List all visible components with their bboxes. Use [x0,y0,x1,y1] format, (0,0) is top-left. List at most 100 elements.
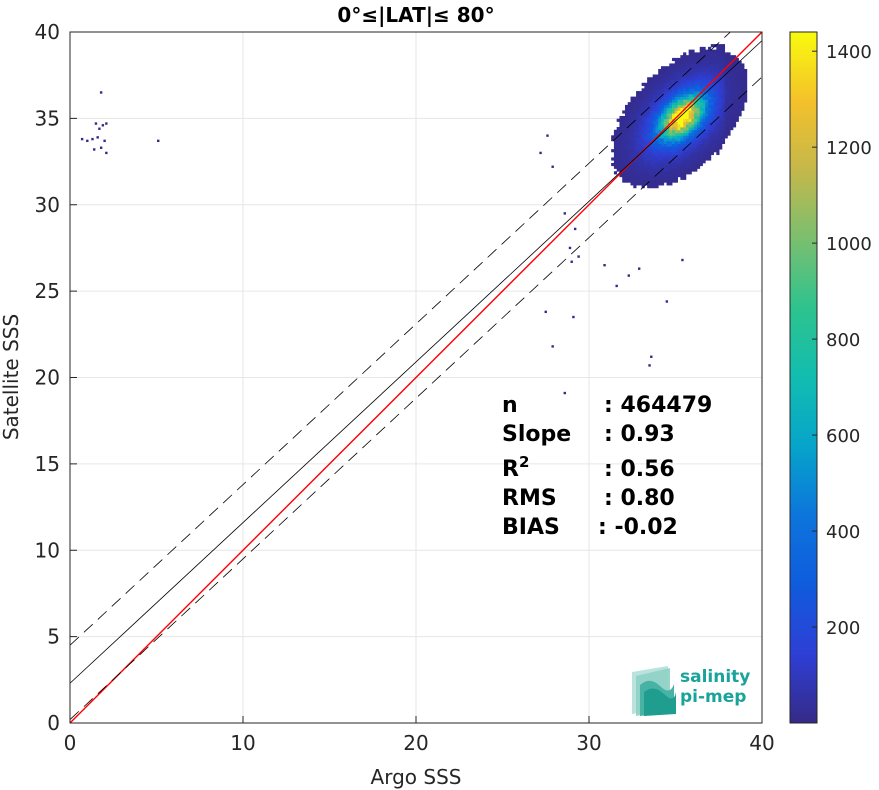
density-cell [663,132,667,136]
density-cell [732,77,737,81]
density-cell [663,129,667,133]
density-cell [724,57,728,62]
density-cell [674,179,678,183]
density-cell [674,63,678,67]
density-cell [655,88,659,92]
x-tick-label: 30 [576,731,601,755]
density-cell [732,66,737,70]
stat-slope-value: : 0.93 [604,422,675,447]
density-cell [619,151,623,156]
density-cell [683,57,687,62]
density-cell [727,93,731,97]
density-cell [658,174,662,178]
density-cell [622,174,626,178]
density-cell [699,160,703,164]
density-cell [708,71,712,75]
density-cell [719,68,723,73]
density-cell [699,124,703,128]
density-cell [680,115,684,120]
density-cell [685,157,690,161]
density-cell [630,104,634,109]
density-cell [672,115,676,120]
density-cell [644,113,648,117]
density-cell [735,115,739,120]
density-cell [685,149,690,153]
density-cell [666,104,670,109]
density-cell [683,99,687,103]
density-cell [644,154,648,158]
density-cell [660,113,665,117]
density-cell [633,107,637,111]
density-cell [658,93,662,97]
density-cell [708,149,712,153]
outlier-point [86,139,89,143]
density-cell [727,85,731,89]
density-cell [655,168,659,172]
density-cell [735,82,739,86]
density-cell [710,44,714,48]
outlier-point [96,136,99,139]
density-cell [655,74,659,78]
density-cell [683,154,687,158]
density-cell [655,99,659,103]
density-cell [680,132,684,136]
density-cell [691,107,695,111]
density-cell [619,154,623,158]
density-cell [699,49,703,53]
density-cell [691,138,695,142]
density-cell [658,118,662,122]
density-cell [677,68,681,73]
density-cell [699,110,703,114]
density-cell [638,110,642,114]
density-cell [694,121,698,125]
density-cell [658,176,662,180]
density-cell [702,138,706,142]
density-cell [647,118,651,122]
density-cell [680,171,684,175]
density-cell [630,182,634,186]
density-cell [730,121,734,125]
density-cell [691,113,695,117]
outlier-point [573,227,577,231]
density-cell [688,138,692,142]
density-cell [738,63,742,67]
density-cell [710,68,714,73]
density-cell [660,88,665,92]
density-cell [705,124,709,128]
density-cell [669,110,673,114]
density-cell [622,154,626,158]
density-cell [696,124,701,128]
density-cell [647,80,651,84]
density-cell [669,129,673,133]
density-cell [735,57,739,62]
density-cell [636,124,640,128]
density-cell [708,88,712,92]
density-cell [666,68,670,73]
density-cell [672,96,676,100]
density-cell [636,102,640,106]
density-cell [699,140,703,144]
density-cell [696,68,701,73]
density-cell [702,113,706,117]
density-cell [655,151,659,156]
density-cell [633,176,637,180]
density-cell [677,168,681,172]
colorbar-tick-label: 1200 [826,138,872,159]
density-cell [647,129,651,133]
y-tick-label: 5 [47,625,60,649]
density-cell [669,102,673,106]
density-cell [699,52,703,56]
density-cell [666,146,670,150]
density-cell [649,124,654,128]
density-cell [688,113,692,117]
density-cell [630,151,634,156]
density-cell [674,60,678,64]
density-cell [641,132,645,136]
density-cell [636,182,640,186]
density-cell [658,107,662,111]
density-cell [710,127,714,131]
density-cell [655,104,659,109]
y-tick-label: 0 [47,711,60,735]
y-tick-label: 40 [35,20,60,44]
